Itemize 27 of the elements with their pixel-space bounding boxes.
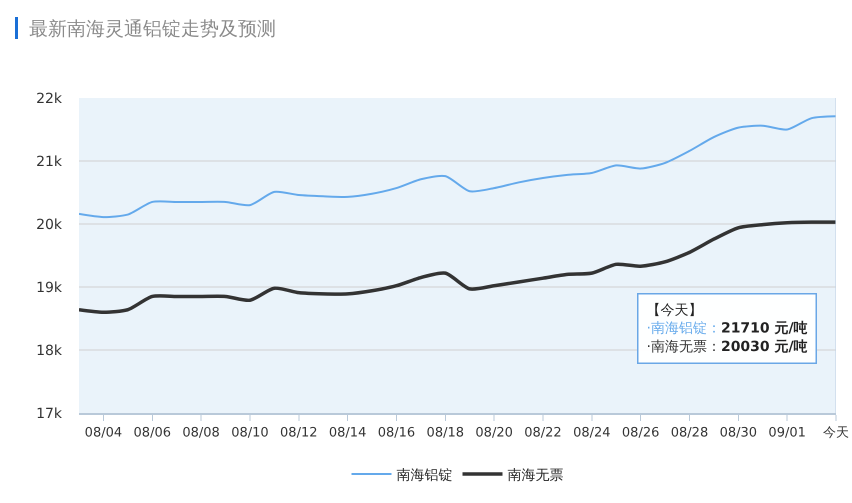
legend-label: 南海无票 [508,467,564,484]
chart-title: 最新南海灵通铝锭走势及预测 [28,18,276,40]
y-tick-label: 20k [36,216,63,233]
x-tick-label: 08/08 [182,425,220,440]
x-tick-label: 08/14 [328,425,366,440]
x-tick-label: 08/04 [84,425,122,440]
line-series [79,115,836,218]
x-tick-label: 08/10 [231,425,269,440]
y-tick-label: 19k [36,280,63,296]
y-tick-label: 17k [36,406,63,422]
x-tick-label: 08/20 [475,425,513,440]
x-tick-label: 09/01 [768,425,806,440]
y-tick-label: 21k [36,154,63,170]
x-tick-label: 08/26 [622,425,660,440]
x-tick-label: 08/22 [524,425,562,440]
annotation: 【今天】 ·南海铝锭：21710 元/吨 ·南海无票：20030 元/吨 [646,302,808,355]
legend-label: 南海铝锭 [396,467,452,484]
x-tick-label: 08/24 [573,425,611,440]
y-tick-label: 18k [36,342,63,359]
x-tick-label: 08/30 [720,425,758,440]
x-tick-label: 今天 [823,425,849,440]
x-tick-label: 08/06 [134,425,171,440]
x-tick-label: 08/12 [280,425,318,440]
x-tick-label: 08/28 [670,425,708,440]
x-tick-label: 08/16 [378,425,416,440]
x-tick-label: 08/18 [426,425,464,440]
y-tick-label: 22k [36,90,63,107]
